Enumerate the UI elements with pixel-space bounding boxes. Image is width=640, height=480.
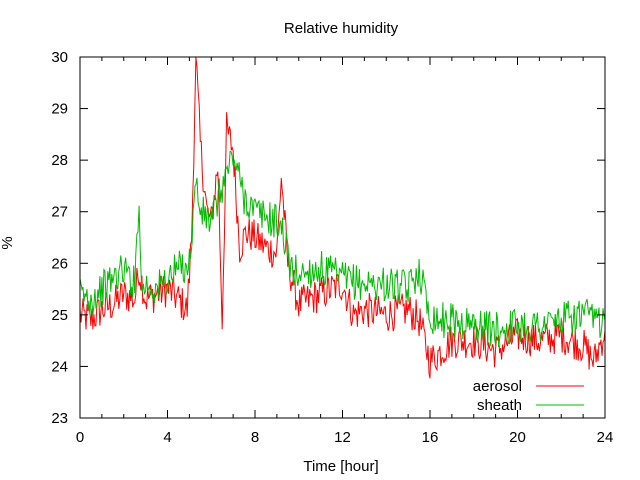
y-tick-label: 30 [51, 49, 68, 66]
series-layer [79, 56, 606, 379]
y-tick-label: 27 [51, 204, 68, 221]
y-tick-label: 29 [51, 101, 68, 118]
x-tick-label: 16 [422, 429, 439, 446]
y-tick-label: 23 [51, 410, 68, 427]
legend-label-sheath: sheath [477, 397, 522, 414]
y-tick-label: 24 [51, 358, 68, 375]
x-tick-label: 8 [251, 429, 259, 446]
legend-label-aerosol: aerosol [473, 378, 522, 395]
x-tick-label: 20 [509, 429, 526, 446]
y-tick-label: 26 [51, 255, 68, 272]
y-tick-label: 25 [51, 307, 68, 324]
plot-frame [79, 56, 606, 419]
x-tick-label: 24 [597, 429, 614, 446]
series-line-aerosol [79, 56, 606, 379]
x-tick-label: 4 [163, 429, 171, 446]
x-tick-label: 12 [334, 429, 351, 446]
x-tick-label: 0 [76, 429, 84, 446]
x-axis-label: Time [hour] [303, 458, 378, 475]
ticks-layer: 0 4 8 12 16 20 24 23 24 25 26 27 28 29 30 [51, 49, 613, 446]
y-tick-label: 28 [51, 152, 68, 169]
series-line-sheath [79, 150, 606, 348]
y-axis-label: % [0, 236, 16, 249]
legend: aerosol sheath [473, 378, 584, 414]
chart-title: Relative humidity [284, 20, 399, 37]
